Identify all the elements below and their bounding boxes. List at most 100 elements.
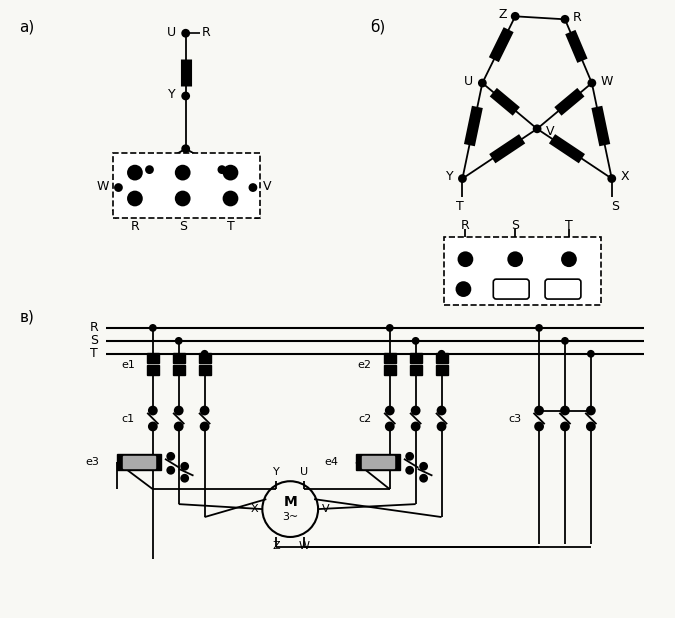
Circle shape (420, 463, 427, 470)
Text: T: T (111, 210, 119, 222)
Circle shape (175, 423, 183, 431)
Text: X: X (219, 152, 228, 165)
Circle shape (534, 125, 541, 132)
Circle shape (561, 423, 569, 431)
Text: Y: Y (446, 170, 454, 183)
Text: Z: Z (499, 8, 507, 21)
Text: V: V (263, 180, 271, 193)
Text: R: R (461, 219, 470, 232)
Bar (173, 353, 185, 363)
Circle shape (437, 423, 446, 431)
Bar (435, 353, 448, 363)
Text: e2: e2 (358, 360, 372, 370)
Text: W: W (601, 75, 613, 88)
Text: c2: c2 (358, 413, 372, 423)
Text: T: T (90, 347, 98, 360)
Circle shape (508, 252, 522, 266)
Circle shape (588, 351, 594, 357)
Bar (173, 365, 185, 375)
Circle shape (587, 407, 595, 415)
Circle shape (149, 423, 157, 431)
Text: z: z (449, 254, 454, 265)
Text: v: v (166, 193, 173, 203)
Circle shape (589, 80, 595, 87)
Circle shape (250, 184, 256, 191)
Circle shape (512, 13, 518, 20)
Text: Y: Y (168, 88, 176, 101)
Bar (147, 353, 159, 363)
Bar (198, 353, 211, 363)
Circle shape (202, 351, 208, 357)
Circle shape (175, 407, 183, 415)
Text: S: S (611, 200, 619, 213)
Circle shape (387, 325, 393, 331)
Bar (123, 456, 155, 468)
Circle shape (223, 192, 238, 205)
Bar (362, 456, 394, 468)
Circle shape (459, 175, 466, 182)
Circle shape (115, 184, 122, 191)
Text: x: x (497, 254, 504, 265)
Text: R: R (130, 220, 139, 233)
Bar (443, 237, 601, 305)
Text: VO: VO (504, 284, 519, 294)
Text: WO: WO (554, 284, 572, 294)
Bar (113, 153, 261, 218)
Text: V: V (546, 125, 555, 138)
Text: e1: e1 (121, 360, 135, 370)
Text: W: W (96, 180, 109, 193)
Text: M: M (284, 495, 297, 509)
Text: x: x (166, 167, 173, 177)
Text: R: R (573, 11, 582, 24)
Text: T: T (565, 219, 573, 232)
Text: Z: Z (143, 152, 152, 165)
Text: S: S (511, 219, 519, 232)
Circle shape (176, 192, 190, 205)
Circle shape (587, 423, 595, 431)
Circle shape (223, 166, 238, 180)
Circle shape (128, 166, 142, 180)
Circle shape (412, 423, 420, 431)
Circle shape (561, 407, 569, 415)
Circle shape (386, 407, 394, 415)
Circle shape (608, 175, 615, 182)
Text: в): в) (20, 310, 34, 325)
Circle shape (439, 351, 445, 357)
Circle shape (167, 453, 174, 460)
Bar (198, 365, 211, 375)
Circle shape (412, 407, 420, 415)
Text: u: u (118, 193, 125, 203)
Circle shape (406, 453, 413, 460)
Circle shape (456, 282, 470, 296)
Text: y: y (551, 254, 558, 265)
Circle shape (146, 166, 153, 173)
Circle shape (128, 192, 142, 205)
Text: e4: e4 (324, 457, 338, 467)
Text: z: z (119, 167, 125, 177)
Circle shape (479, 80, 486, 87)
Circle shape (420, 475, 427, 481)
Text: Y: Y (273, 467, 279, 477)
Circle shape (536, 325, 542, 331)
Bar (435, 365, 448, 375)
Text: V: V (322, 504, 329, 514)
Text: c3: c3 (508, 413, 521, 423)
Text: y: y (214, 167, 221, 177)
Text: U: U (464, 75, 473, 88)
Circle shape (181, 463, 188, 470)
Text: T: T (227, 220, 234, 233)
Circle shape (386, 423, 394, 431)
Bar (147, 365, 159, 375)
Circle shape (182, 145, 189, 152)
Text: 3~: 3~ (282, 512, 298, 522)
Text: S: S (90, 334, 98, 347)
Bar (410, 353, 422, 363)
Circle shape (181, 475, 188, 481)
Circle shape (437, 407, 446, 415)
Bar (117, 454, 161, 470)
Circle shape (176, 338, 182, 344)
Circle shape (182, 30, 189, 36)
Circle shape (150, 325, 156, 331)
Circle shape (535, 407, 543, 415)
Circle shape (535, 423, 543, 431)
